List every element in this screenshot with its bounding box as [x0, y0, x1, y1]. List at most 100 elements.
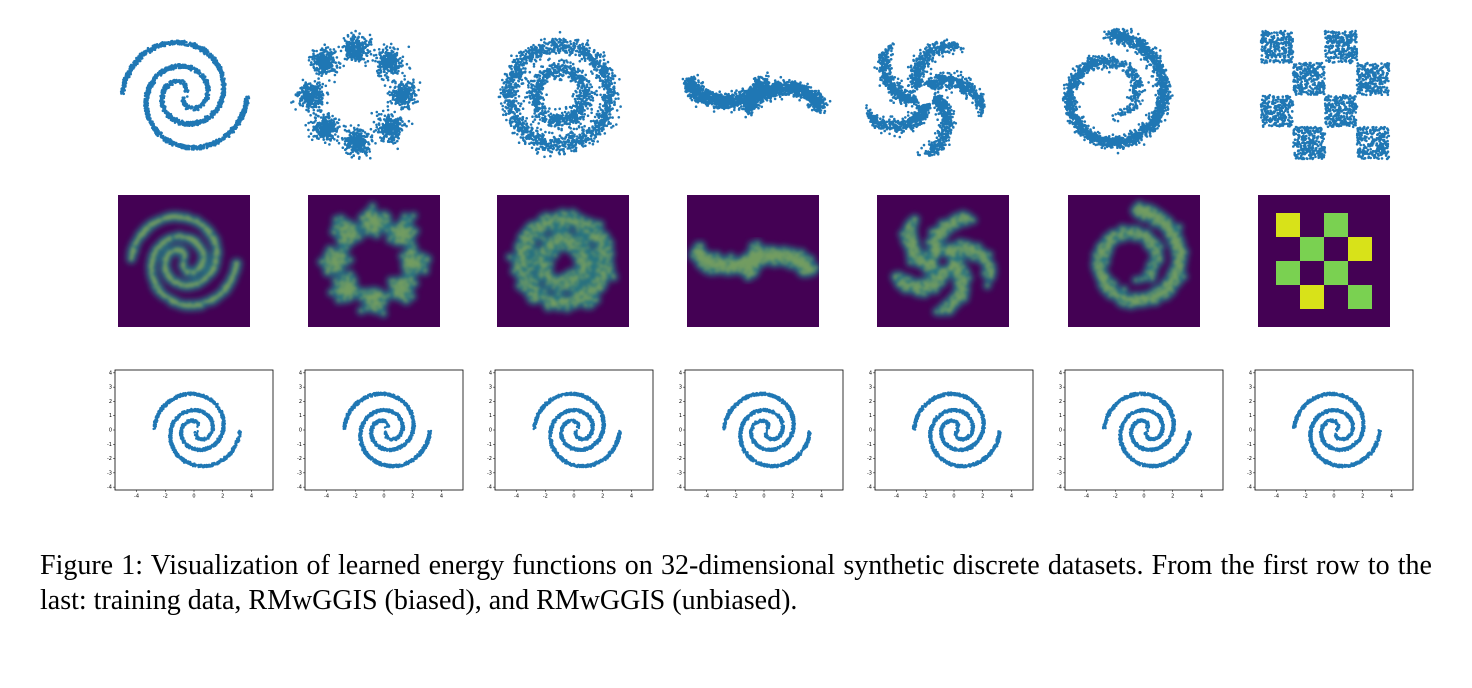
y-tick-label: 1: [1059, 413, 1062, 419]
x-tick-label: 2: [1171, 494, 1174, 500]
heatmap-density: [688, 239, 819, 282]
plot-frame: [1064, 369, 1224, 491]
scatter-points: [1101, 391, 1193, 469]
heatmap-cell: [1324, 261, 1348, 285]
figure: 4 3 2 1 0 -1 -2 -3 -4 -4 -2 0 2 4 4 3 2 1 0 -1 -2 -3 -4 -4 -2 0 2 4…: [107, 27, 1414, 500]
scatter-points: [290, 29, 422, 160]
y-tick-label: 0: [869, 428, 872, 434]
x-tick-label: 2: [791, 494, 794, 500]
scatter-points: [152, 391, 243, 469]
sample-plot: 4 3 2 1 0 -1 -2 -3 -4 -4 -2 0 2 4: [107, 369, 274, 500]
y-tick-label: -1: [487, 442, 492, 448]
y-tick-label: -2: [867, 456, 872, 462]
y-tick-label: 0: [109, 428, 112, 434]
y-tick-label: 3: [1249, 385, 1252, 391]
y-tick-label: 0: [679, 428, 682, 434]
heatmap-cell: [1324, 213, 1348, 237]
y-tick-label: 4: [489, 370, 492, 376]
y-tick-label: -2: [297, 456, 302, 462]
heatmap-cell: [1348, 237, 1372, 261]
heatmap-density: [316, 201, 433, 318]
heatmap-density: [505, 207, 619, 314]
y-tick-label: -1: [1057, 442, 1062, 448]
y-tick-label: 1: [1249, 413, 1252, 419]
y-tick-label: 2: [869, 399, 872, 405]
density-core: [1093, 203, 1187, 307]
y-tick-label: -1: [867, 442, 872, 448]
scatter-points: [911, 391, 1002, 469]
scatter-points: [1291, 391, 1383, 469]
y-tick-label: -4: [867, 485, 872, 491]
heatmap-density: [890, 209, 998, 317]
y-tick-label: 0: [1249, 428, 1252, 434]
heatmap-cell: [1300, 285, 1324, 309]
y-tick-label: 2: [489, 399, 492, 405]
x-tick-label: 0: [192, 494, 195, 500]
density-core: [691, 242, 818, 279]
heatmap-cell: [1300, 237, 1324, 261]
scatter-points: [722, 391, 812, 469]
density-core: [129, 214, 240, 309]
y-tick-label: -1: [677, 442, 682, 448]
y-tick-label: 4: [869, 370, 872, 376]
x-tick-label: -2: [923, 494, 928, 500]
x-tick-label: -2: [1303, 494, 1308, 500]
y-tick-label: -3: [867, 470, 872, 476]
y-tick-label: 2: [1249, 399, 1252, 405]
plot-frame: [684, 369, 844, 491]
x-tick-label: -2: [733, 494, 738, 500]
scatter-points: [532, 391, 622, 469]
y-tick-label: -4: [1247, 485, 1252, 491]
y-tick-label: 4: [679, 370, 682, 376]
density-core: [893, 212, 994, 314]
y-tick-label: -3: [1057, 470, 1062, 476]
y-tick-label: -3: [677, 470, 682, 476]
y-tick-label: 3: [299, 385, 302, 391]
y-tick-label: -2: [677, 456, 682, 462]
x-tick-label: 2: [1361, 494, 1364, 500]
heatmap: [308, 195, 440, 327]
y-tick-label: 3: [679, 385, 682, 391]
x-tick-label: -4: [704, 494, 709, 500]
plot-frame: [1254, 369, 1414, 491]
x-tick-label: -4: [894, 494, 899, 500]
x-tick-label: 0: [952, 494, 955, 500]
plot-frame: [494, 369, 654, 491]
density-core: [508, 211, 616, 311]
y-tick-label: 4: [299, 370, 302, 376]
x-tick-label: -4: [1084, 494, 1089, 500]
x-tick-label: 2: [221, 494, 224, 500]
x-tick-label: -4: [324, 494, 329, 500]
y-tick-label: -3: [487, 470, 492, 476]
x-tick-label: -4: [514, 494, 519, 500]
sample-plot: 4 3 2 1 0 -1 -2 -3 -4 -4 -2 0 2 4: [867, 369, 1034, 500]
x-tick-label: 2: [411, 494, 414, 500]
x-tick-label: 4: [250, 494, 253, 500]
scatter-points: [1061, 27, 1174, 155]
plot-frame: [114, 369, 274, 491]
plot-frame: [874, 369, 1034, 491]
caption: Figure 1: Visualization of learned energ…: [40, 548, 1432, 618]
plot-frame: [304, 369, 464, 491]
x-tick-label: 4: [820, 494, 823, 500]
y-tick-label: 0: [299, 428, 302, 434]
y-tick-label: -2: [1057, 456, 1062, 462]
x-tick-label: 4: [1010, 494, 1013, 500]
x-tick-label: 4: [1390, 494, 1393, 500]
sample-plot: 4 3 2 1 0 -1 -2 -3 -4 -4 -2 0 2 4: [297, 369, 464, 500]
y-tick-label: -2: [487, 456, 492, 462]
heatmap: [1258, 195, 1390, 327]
scatter-points: [342, 391, 433, 469]
y-tick-label: 3: [1059, 385, 1062, 391]
y-tick-label: 3: [109, 385, 112, 391]
sample-plot: 4 3 2 1 0 -1 -2 -3 -4 -4 -2 0 2 4: [1057, 369, 1224, 500]
x-tick-label: 4: [630, 494, 633, 500]
x-tick-label: -4: [134, 494, 139, 500]
x-tick-label: -2: [1113, 494, 1118, 500]
y-tick-label: -4: [297, 485, 302, 491]
heatmap: [497, 195, 629, 327]
y-tick-label: 0: [1059, 428, 1062, 434]
x-tick-label: -2: [353, 494, 358, 500]
y-tick-label: -4: [1057, 485, 1062, 491]
